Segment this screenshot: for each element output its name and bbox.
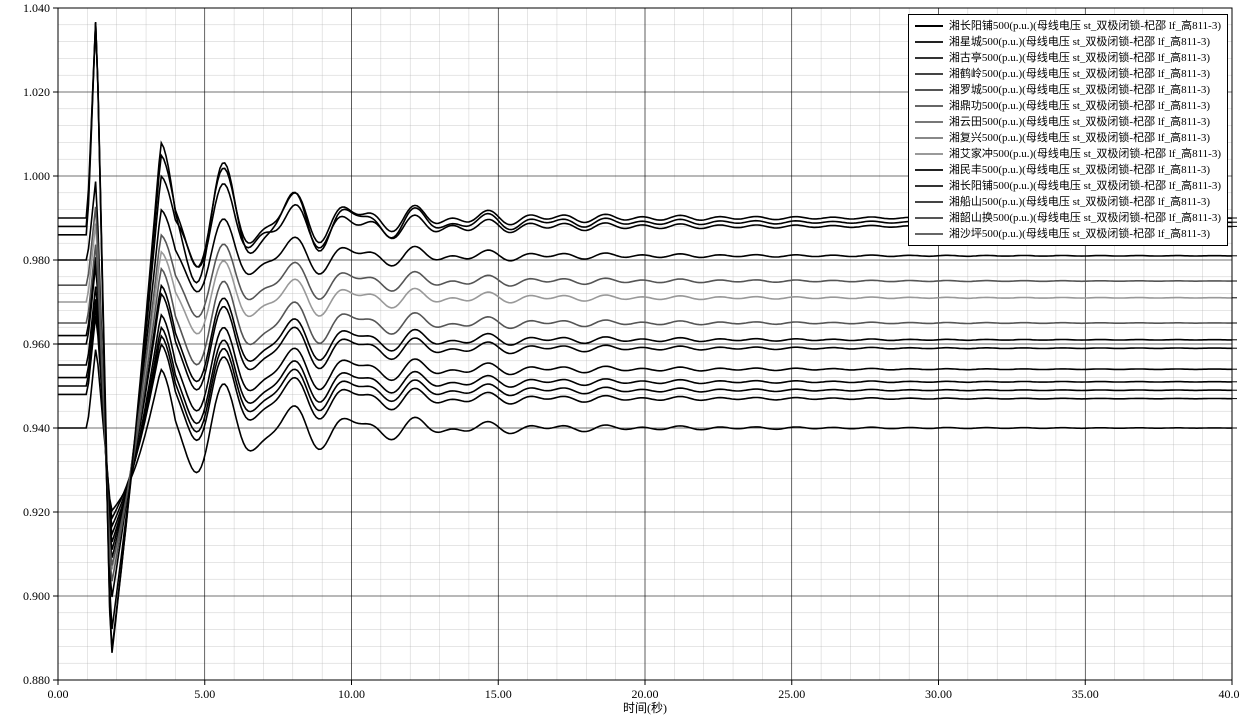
legend-item: 湘长阳铺500(p.u.)(母线电压 st_双极闭锁-杞邵 lf_高811-3) [915, 178, 1221, 194]
legend-swatch [915, 217, 943, 219]
legend-item: 湘古亭500(p.u.)(母线电压 st_双极闭锁-杞邵 lf_高811-3) [915, 50, 1221, 66]
legend-swatch [915, 201, 943, 203]
legend-swatch [915, 169, 943, 171]
legend-label: 湘韶山换500(p.u.)(母线电压 st_双极闭锁-杞邵 lf_高811-3) [949, 210, 1221, 226]
legend-label: 湘长阳铺500(p.u.)(母线电压 st_双极闭锁-杞邵 lf_高811-3) [949, 18, 1221, 34]
legend-label: 湘民丰500(p.u.)(母线电压 st_双极闭锁-杞邵 lf_高811-3) [949, 162, 1210, 178]
chart-container: 0.00 5.00 10.00 15.00 20.00 25.00 30.00 35.00 40… [0, 0, 1240, 716]
legend-swatch [915, 121, 943, 123]
legend-swatch [915, 185, 943, 187]
svg-text:0.900: 0.900 [23, 589, 50, 603]
svg-text:时间(秒): 时间(秒) [623, 701, 667, 715]
svg-text:0.00: 0.00 [48, 687, 69, 701]
svg-text:30.00: 30.00 [925, 687, 952, 701]
legend-item: 湘罗城500(p.u.)(母线电压 st_双极闭锁-杞邵 lf_高811-3) [915, 82, 1221, 98]
svg-text:5.00: 5.00 [194, 687, 215, 701]
legend-label: 湘古亭500(p.u.)(母线电压 st_双极闭锁-杞邵 lf_高811-3) [949, 50, 1210, 66]
svg-text:1.040: 1.040 [23, 1, 50, 15]
legend-item: 湘星城500(p.u.)(母线电压 st_双极闭锁-杞邵 lf_高811-3) [915, 34, 1221, 50]
svg-text:35.00: 35.00 [1072, 687, 1099, 701]
legend-item: 湘复兴500(p.u.)(母线电压 st_双极闭锁-杞邵 lf_高811-3) [915, 130, 1221, 146]
svg-text:0.920: 0.920 [23, 505, 50, 519]
legend-swatch [915, 105, 943, 107]
legend-label: 湘罗城500(p.u.)(母线电压 st_双极闭锁-杞邵 lf_高811-3) [949, 82, 1210, 98]
legend-label: 湘复兴500(p.u.)(母线电压 st_双极闭锁-杞邵 lf_高811-3) [949, 130, 1210, 146]
legend-label: 湘船山500(p.u.)(母线电压 st_双极闭锁-杞邵 lf_高811-3) [949, 194, 1210, 210]
svg-text:25.00: 25.00 [778, 687, 805, 701]
legend-swatch [915, 89, 943, 91]
legend-swatch [915, 57, 943, 59]
legend-label: 湘沙坪500(p.u.)(母线电压 st_双极闭锁-杞邵 lf_高811-3) [949, 226, 1210, 242]
legend-label: 湘艾家冲500(p.u.)(母线电压 st_双极闭锁-杞邵 lf_高811-3) [949, 146, 1221, 162]
legend-item: 湘云田500(p.u.)(母线电压 st_双极闭锁-杞邵 lf_高811-3) [915, 114, 1221, 130]
legend-swatch [915, 25, 943, 27]
legend-item: 湘韶山换500(p.u.)(母线电压 st_双极闭锁-杞邵 lf_高811-3) [915, 210, 1221, 226]
legend-label: 湘鹤岭500(p.u.)(母线电压 st_双极闭锁-杞邵 lf_高811-3) [949, 66, 1210, 82]
svg-text:0.880: 0.880 [23, 673, 50, 687]
legend-swatch [915, 41, 943, 43]
svg-text:1.000: 1.000 [23, 169, 50, 183]
svg-text:0.940: 0.940 [23, 421, 50, 435]
chart-legend: 湘长阳铺500(p.u.)(母线电压 st_双极闭锁-杞邵 lf_高811-3)… [908, 14, 1228, 246]
legend-swatch [915, 233, 943, 235]
svg-text:40.00: 40.00 [1219, 687, 1240, 701]
legend-item: 湘民丰500(p.u.)(母线电压 st_双极闭锁-杞邵 lf_高811-3) [915, 162, 1221, 178]
legend-label: 湘星城500(p.u.)(母线电压 st_双极闭锁-杞邵 lf_高811-3) [949, 34, 1210, 50]
legend-swatch [915, 137, 943, 139]
svg-text:0.980: 0.980 [23, 253, 50, 267]
svg-text:15.00: 15.00 [485, 687, 512, 701]
legend-swatch [915, 73, 943, 75]
legend-swatch [915, 153, 943, 155]
legend-item: 湘沙坪500(p.u.)(母线电压 st_双极闭锁-杞邵 lf_高811-3) [915, 226, 1221, 242]
svg-text:1.020: 1.020 [23, 85, 50, 99]
legend-label: 湘云田500(p.u.)(母线电压 st_双极闭锁-杞邵 lf_高811-3) [949, 114, 1210, 130]
svg-text:10.00: 10.00 [338, 687, 365, 701]
legend-label: 湘鼎功500(p.u.)(母线电压 st_双极闭锁-杞邵 lf_高811-3) [949, 98, 1210, 114]
svg-text:20.00: 20.00 [632, 687, 659, 701]
legend-label: 湘长阳铺500(p.u.)(母线电压 st_双极闭锁-杞邵 lf_高811-3) [949, 178, 1221, 194]
legend-item: 湘鹤岭500(p.u.)(母线电压 st_双极闭锁-杞邵 lf_高811-3) [915, 66, 1221, 82]
legend-item: 湘鼎功500(p.u.)(母线电压 st_双极闭锁-杞邵 lf_高811-3) [915, 98, 1221, 114]
legend-item: 湘长阳铺500(p.u.)(母线电压 st_双极闭锁-杞邵 lf_高811-3) [915, 18, 1221, 34]
svg-text:0.960: 0.960 [23, 337, 50, 351]
legend-item: 湘艾家冲500(p.u.)(母线电压 st_双极闭锁-杞邵 lf_高811-3) [915, 146, 1221, 162]
legend-item: 湘船山500(p.u.)(母线电压 st_双极闭锁-杞邵 lf_高811-3) [915, 194, 1221, 210]
